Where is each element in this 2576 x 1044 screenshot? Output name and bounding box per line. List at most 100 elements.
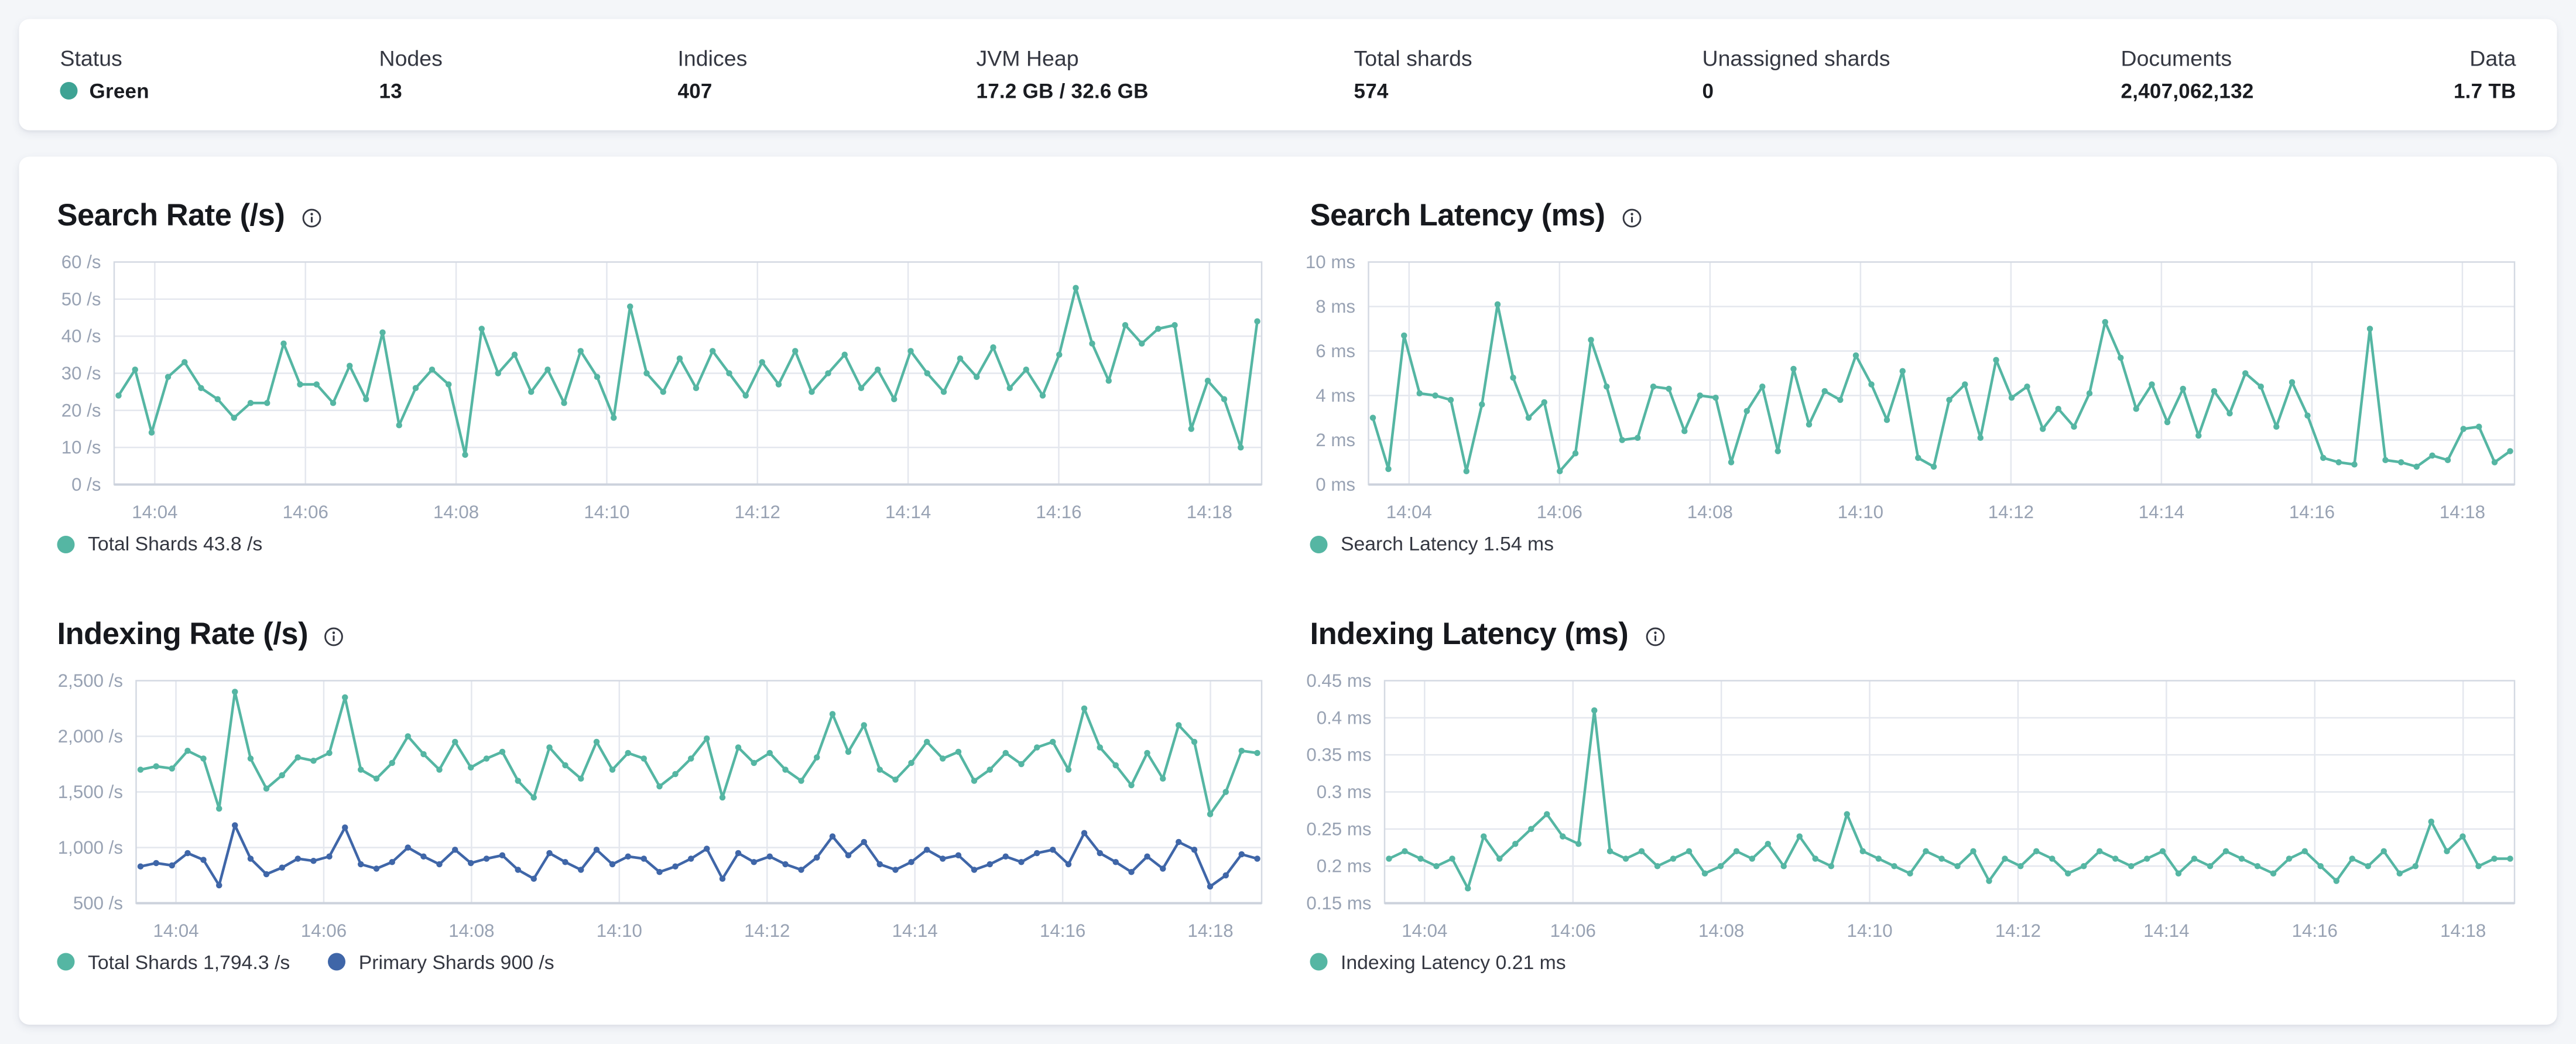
svg-text:14:18: 14:18 <box>2440 502 2485 522</box>
metric-label: Nodes <box>379 47 443 72</box>
series-search-latency <box>1369 301 2513 474</box>
svg-text:14:06: 14:06 <box>1550 920 1596 940</box>
metric-value: Green <box>60 81 379 101</box>
search-latency-legend: Search Latency 1.54 ms <box>1310 534 2522 554</box>
svg-text:2 ms: 2 ms <box>1316 430 1355 450</box>
svg-text:0.3 ms: 0.3 ms <box>1317 781 1372 802</box>
grid <box>114 262 1262 485</box>
svg-text:14:14: 14:14 <box>885 502 931 522</box>
svg-text:500 /s: 500 /s <box>73 892 123 913</box>
chart-title: Search Latency (ms) <box>1310 198 2522 236</box>
info-icon[interactable] <box>1621 208 1642 228</box>
svg-text:30 /s: 30 /s <box>61 363 101 384</box>
chart-title-text: Search Latency (ms) <box>1310 199 1606 233</box>
metric-label: Total shards <box>1354 47 1472 72</box>
series-indexing-latency <box>1386 706 2513 891</box>
metric-jvm-heap: JVM Heap 17.2 GB / 32.6 GB <box>977 49 1354 101</box>
metric-label: Status <box>60 47 122 72</box>
series-primary-shards <box>137 821 1260 889</box>
svg-text:50 /s: 50 /s <box>61 289 101 309</box>
metric-value: 17.2 GB / 32.6 GB <box>976 79 1149 102</box>
search-latency-chart[interactable]: 14:04 14:06 14:08 14:10 14:12 14:14 14:16 14:18… <box>1296 251 2522 535</box>
chart-title: Indexing Rate (/s) <box>57 615 1269 653</box>
chart-title: Search Rate (/s) <box>57 198 1269 236</box>
svg-text:0.35 ms: 0.35 ms <box>1306 744 1371 764</box>
svg-text:0.2 ms: 0.2 ms <box>1317 855 1372 875</box>
indexing-rate-chart[interactable]: 14:04 14:06 14:08 14:10 14:12 14:14 14:16 14:18… <box>43 668 1269 952</box>
metric-status: Status Green <box>60 49 379 101</box>
series-total-shards <box>137 688 1260 817</box>
charts-panel: Search Rate (/s) 14:04 14:06 14:08 14:10 14:… <box>19 156 2557 1025</box>
search-rate-legend: Total Shards 43.8 /s <box>57 534 1269 554</box>
svg-text:14:12: 14:12 <box>744 920 790 940</box>
svg-text:20 /s: 20 /s <box>61 400 101 420</box>
metric-label: Documents <box>2121 47 2232 72</box>
svg-text:14:08: 14:08 <box>448 920 494 940</box>
search-rate-panel: Search Rate (/s) 14:04 14:06 14:08 14:10 14:… <box>54 195 1269 554</box>
svg-text:2,000 /s: 2,000 /s <box>58 725 123 746</box>
svg-text:1,500 /s: 1,500 /s <box>58 781 123 802</box>
svg-text:14:10: 14:10 <box>1847 920 1892 940</box>
metric-value: 1.7 TB <box>2453 79 2516 102</box>
status-text: Green <box>89 79 149 102</box>
svg-text:14:12: 14:12 <box>1995 920 2041 940</box>
svg-text:1,000 /s: 1,000 /s <box>58 837 123 857</box>
legend-dot <box>1310 535 1328 553</box>
series-total-shards <box>115 285 1260 458</box>
svg-text:14:18: 14:18 <box>2440 920 2486 940</box>
svg-text:0.15 ms: 0.15 ms <box>1306 892 1371 913</box>
metric-label: Data <box>2469 47 2516 72</box>
chart-title-text: Indexing Rate (/s) <box>57 617 309 651</box>
svg-text:14:14: 14:14 <box>2139 502 2184 522</box>
svg-text:6 ms: 6 ms <box>1316 341 1355 361</box>
legend-item: Search Latency 1.54 ms <box>1310 534 1554 554</box>
indexing-latency-panel: Indexing Latency (ms) 14:04 14:06 14:08 14:… <box>1306 612 2522 972</box>
svg-text:14:12: 14:12 <box>1988 502 2034 522</box>
svg-text:40 /s: 40 /s <box>61 326 101 347</box>
svg-text:14:18: 14:18 <box>1187 920 1233 940</box>
svg-text:4 ms: 4 ms <box>1316 385 1355 406</box>
svg-text:14:10: 14:10 <box>584 502 629 522</box>
info-icon[interactable] <box>324 626 345 646</box>
metric-label: Indices <box>677 47 748 72</box>
svg-text:14:16: 14:16 <box>2292 920 2338 940</box>
metric-nodes: Nodes 13 <box>379 49 678 101</box>
svg-text:14:12: 14:12 <box>735 502 780 522</box>
svg-text:14:04: 14:04 <box>1386 502 1432 522</box>
info-icon[interactable] <box>1645 626 1665 646</box>
svg-text:14:04: 14:04 <box>153 920 198 940</box>
metric-total-shards: Total shards 574 <box>1354 49 1703 101</box>
metric-value: 574 <box>1354 79 1389 102</box>
svg-text:14:14: 14:14 <box>2143 920 2189 940</box>
svg-text:2,500 /s: 2,500 /s <box>58 670 123 690</box>
svg-text:14:04: 14:04 <box>132 502 177 522</box>
info-icon[interactable] <box>301 208 321 228</box>
svg-text:14:16: 14:16 <box>1040 920 1085 940</box>
grid <box>1385 680 2515 903</box>
svg-text:0 ms: 0 ms <box>1316 474 1355 495</box>
search-latency-panel: Search Latency (ms) 14:04 14:06 14:08 14:10… <box>1306 195 2522 554</box>
svg-text:14:16: 14:16 <box>2289 502 2335 522</box>
legend-label: Indexing Latency 0.21 ms <box>1341 950 1566 973</box>
metric-data-size: Data 1.7 TB <box>2454 49 2516 101</box>
metric-unassigned-shards: Unassigned shards 0 <box>1703 49 2121 101</box>
indexing-latency-legend: Indexing Latency 0.21 ms <box>1310 952 2522 972</box>
metric-value: 13 <box>379 79 402 102</box>
svg-text:14:06: 14:06 <box>1537 502 1582 522</box>
legend-item: Indexing Latency 0.21 ms <box>1310 952 1566 972</box>
svg-text:14:10: 14:10 <box>597 920 642 940</box>
legend-item: Total Shards 1,794.3 /s <box>57 952 290 972</box>
status-green-dot <box>60 82 78 100</box>
legend-dot <box>1310 953 1328 971</box>
legend-label: Primary Shards 900 /s <box>358 950 554 973</box>
svg-text:10 /s: 10 /s <box>61 437 101 458</box>
svg-text:0.25 ms: 0.25 ms <box>1306 818 1371 838</box>
chart-title-text: Search Rate (/s) <box>57 199 285 233</box>
legend-label: Total Shards 1,794.3 /s <box>88 950 290 973</box>
svg-text:14:08: 14:08 <box>1698 920 1744 940</box>
indexing-rate-panel: Indexing Rate (/s) 14:04 14:06 14:08 14:10 1… <box>54 612 1269 972</box>
search-rate-chart[interactable]: 14:04 14:06 14:08 14:10 14:12 14:14 14:16 14:18… <box>43 251 1269 535</box>
indexing-latency-chart[interactable]: 14:04 14:06 14:08 14:10 14:12 14:14 14:16 14:18… <box>1296 668 2522 952</box>
metric-documents: Documents 2,407,062,132 <box>2121 49 2254 101</box>
